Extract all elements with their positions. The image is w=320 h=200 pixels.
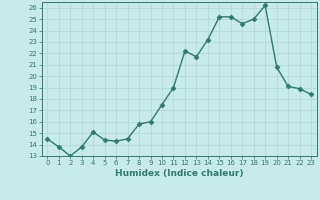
X-axis label: Humidex (Indice chaleur): Humidex (Indice chaleur): [115, 169, 244, 178]
